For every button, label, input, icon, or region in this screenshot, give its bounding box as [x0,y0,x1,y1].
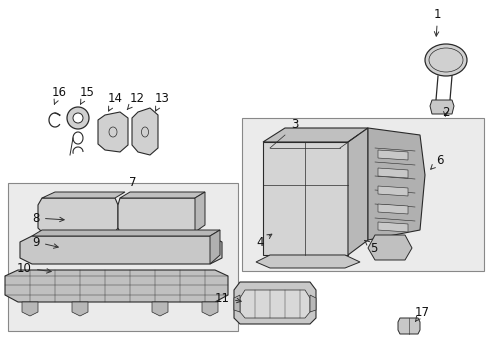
Polygon shape [118,198,200,232]
Polygon shape [202,302,218,316]
Circle shape [67,107,89,129]
Polygon shape [38,198,118,232]
Text: 8: 8 [33,212,64,225]
Polygon shape [209,230,220,264]
Text: 14: 14 [108,91,123,111]
Polygon shape [32,230,220,236]
Polygon shape [377,186,407,196]
Polygon shape [240,290,309,318]
Text: 15: 15 [80,86,95,104]
Text: 10: 10 [17,261,51,275]
Text: 16: 16 [52,86,67,104]
Polygon shape [132,108,158,155]
Polygon shape [22,302,38,316]
Polygon shape [5,270,227,302]
Polygon shape [377,150,407,160]
Polygon shape [347,128,367,255]
Text: 9: 9 [32,235,58,248]
Text: 11: 11 [215,292,241,305]
Text: 2: 2 [441,105,448,118]
Bar [242,118,483,271]
Text: 3: 3 [291,117,298,131]
Polygon shape [263,142,347,255]
Polygon shape [152,302,168,316]
Polygon shape [120,192,204,198]
Text: 7: 7 [129,176,137,189]
Bar [8,183,238,331]
Text: 12: 12 [127,91,145,109]
Polygon shape [377,222,407,232]
Circle shape [73,113,83,123]
Text: 17: 17 [414,306,429,321]
Polygon shape [263,128,367,142]
Polygon shape [367,235,411,260]
Polygon shape [377,168,407,178]
Polygon shape [72,302,88,316]
Polygon shape [234,282,315,324]
Polygon shape [195,192,204,232]
Polygon shape [98,112,128,152]
Polygon shape [42,192,125,198]
Polygon shape [377,204,407,214]
Polygon shape [367,128,424,240]
Polygon shape [429,100,453,114]
Text: 4: 4 [256,234,271,248]
Polygon shape [20,236,222,264]
Text: 5: 5 [364,240,377,255]
Text: 6: 6 [430,153,443,169]
Ellipse shape [424,44,466,76]
Polygon shape [234,295,240,312]
Polygon shape [397,318,419,334]
Text: 1: 1 [433,8,441,36]
Polygon shape [256,255,359,268]
Text: 13: 13 [155,91,169,111]
Polygon shape [309,295,315,312]
